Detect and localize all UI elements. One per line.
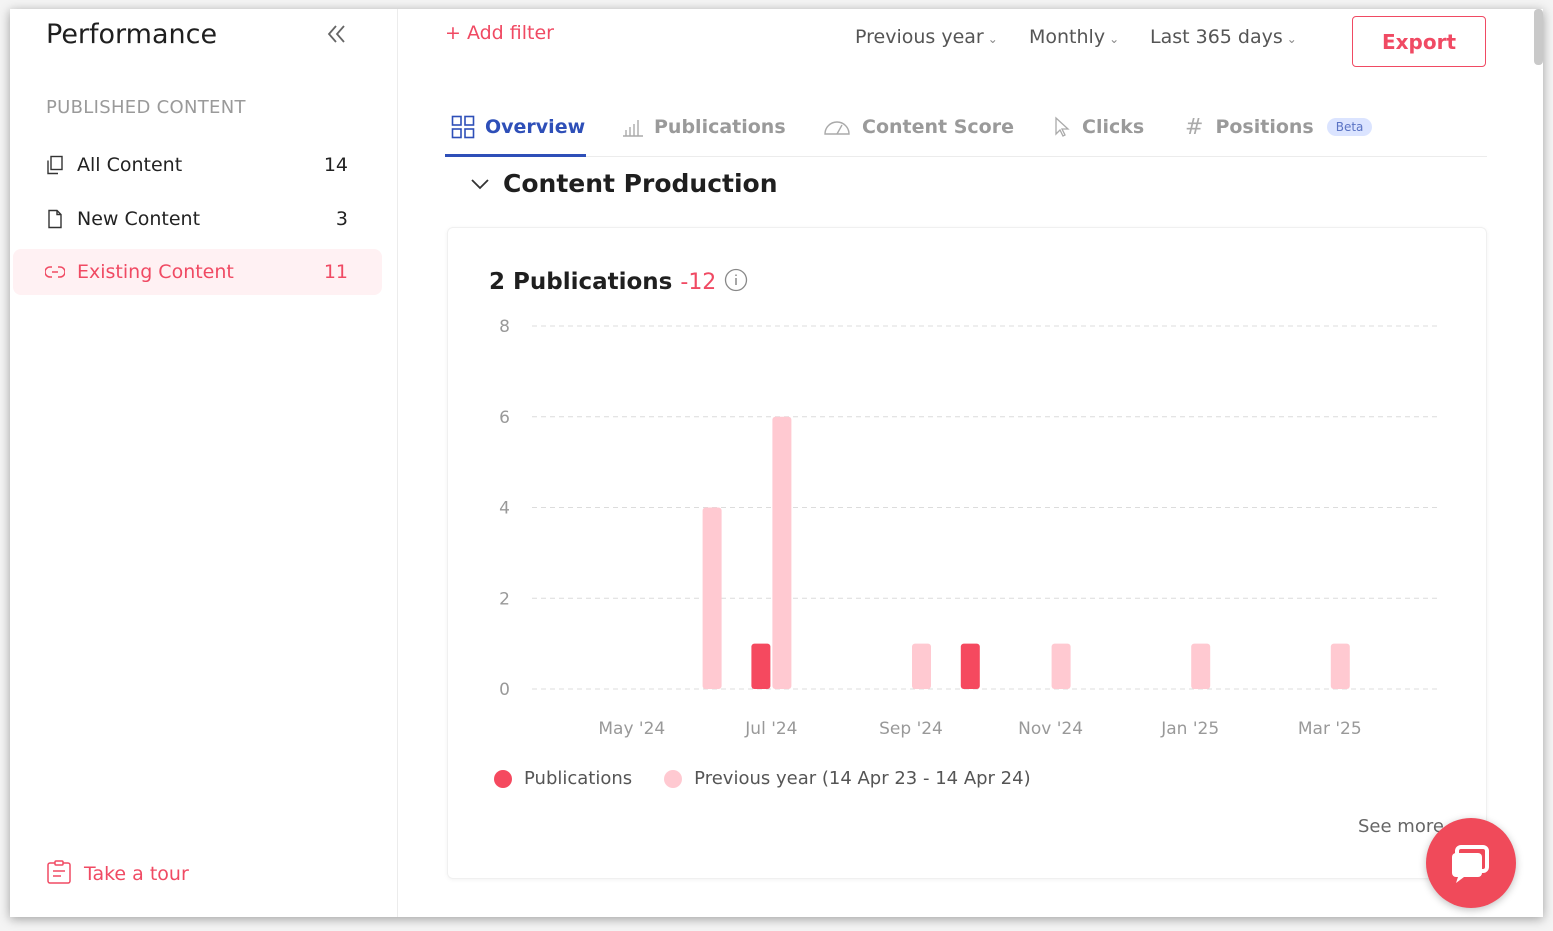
take-a-tour-label: Take a tour <box>84 863 189 885</box>
comparison-dropdown[interactable]: Previous year ⌄ <box>855 26 998 48</box>
tab-publications[interactable]: Publications <box>622 97 786 157</box>
tab-bar: Overview Publications Content Score Clic… <box>445 97 1487 157</box>
metric-summary: 2 Publications -12 <box>489 268 748 296</box>
legend-label: Previous year (14 Apr 23 - 14 Apr 24) <box>694 768 1031 789</box>
app-window: Performance PUBLISHED CONTENT All Conten… <box>10 9 1543 917</box>
tab-positions[interactable]: # Positions Beta <box>1185 97 1373 157</box>
sidebar-item-all-content[interactable]: All Content 14 <box>13 142 382 188</box>
tab-label: Publications <box>654 116 786 138</box>
sidebar-item-label: Existing Content <box>77 261 234 283</box>
chat-button[interactable] <box>1426 818 1516 908</box>
date-range-dropdown[interactable]: Last 365 days ⌄ <box>1150 26 1297 48</box>
beta-badge: Beta <box>1326 118 1373 136</box>
x-tick-label: Sep '24 <box>879 719 943 739</box>
chevron-down-icon <box>471 178 489 189</box>
x-tick-label: Jan '25 <box>1160 719 1219 739</box>
chevron-down-icon: ⌄ <box>987 32 998 46</box>
legend-item-publications[interactable]: Publications <box>494 768 632 789</box>
sidebar-item-existing-content[interactable]: Existing Content 11 <box>13 249 382 295</box>
export-button[interactable]: Export <box>1352 16 1486 67</box>
sidebar: Performance PUBLISHED CONTENT All Conten… <box>10 9 398 917</box>
tab-label: Clicks <box>1082 116 1145 138</box>
tab-content-score[interactable]: Content Score <box>822 97 1014 157</box>
x-tick-label: Jul '24 <box>744 719 797 739</box>
gauge-icon <box>824 121 850 135</box>
y-tick-label: 6 <box>499 408 510 428</box>
chat-icon <box>1452 845 1489 883</box>
interval-dropdown-value: Monthly <box>1029 26 1106 48</box>
refresh-link-icon <box>44 262 66 282</box>
sidebar-item-label: New Content <box>77 208 201 230</box>
bar-publications <box>751 643 771 689</box>
metric-delta: -12 <box>680 269 717 295</box>
grid-icon <box>451 115 475 139</box>
x-tick-label: Mar '25 <box>1298 719 1362 739</box>
section-title: Content Production <box>503 169 778 198</box>
collapse-sidebar-icon[interactable] <box>324 21 350 47</box>
sidebar-title: Performance <box>46 19 218 50</box>
bar-previous-year <box>702 507 722 689</box>
sidebar-item-new-content[interactable]: New Content 3 <box>13 196 382 242</box>
y-tick-label: 4 <box>499 499 510 519</box>
chevron-down-icon: ⌄ <box>1286 32 1297 46</box>
sidebar-item-count: 11 <box>323 261 348 283</box>
add-filter-button[interactable]: + Add filter <box>445 22 554 44</box>
bar-chart-icon <box>623 120 643 137</box>
x-tick-label: May '24 <box>598 719 665 739</box>
interval-dropdown[interactable]: Monthly ⌄ <box>1029 26 1119 48</box>
publications-chart: 0 2 4 6 8 May '24 Jul '24 Sep '24 Nov '24 Jan '25… <box>499 317 1438 739</box>
bar-previous-year <box>1191 643 1211 689</box>
scrollbar-thumb[interactable] <box>1534 9 1543 65</box>
x-tick-label: Nov '24 <box>1018 719 1083 739</box>
sidebar-item-count: 14 <box>323 154 348 176</box>
y-tick-label: 2 <box>499 589 510 609</box>
copy-document-icon <box>45 155 65 175</box>
see-more-link[interactable]: See more <box>1358 816 1444 837</box>
tab-overview[interactable]: Overview <box>451 97 585 157</box>
legend-label: Publications <box>524 768 633 789</box>
take-a-tour-link[interactable]: Take a tour <box>46 859 189 889</box>
legend-dot <box>494 769 512 788</box>
bar-publications <box>960 643 980 689</box>
document-icon <box>45 209 65 229</box>
tab-label: Overview <box>485 116 586 138</box>
chart-card: 2 Publications -12 0 2 4 6 8 May '24 Jul '24 Se… <box>447 227 1487 879</box>
bar-previous-year <box>1051 643 1071 689</box>
date-range-dropdown-value: Last 365 days <box>1150 26 1283 48</box>
comparison-dropdown-value: Previous year <box>855 26 984 48</box>
legend-item-previous-year[interactable]: Previous year (14 Apr 23 - 14 Apr 24) <box>664 768 1031 789</box>
section-label: PUBLISHED CONTENT <box>46 97 246 118</box>
bar-previous-year <box>912 643 931 689</box>
active-tab-indicator <box>445 154 586 157</box>
clipboard-icon <box>46 859 72 889</box>
bar-previous-year <box>772 416 792 689</box>
y-tick-label: 8 <box>499 317 510 337</box>
sidebar-item-label: All Content <box>77 154 183 176</box>
legend-dot <box>664 769 683 788</box>
chart-legend: Publications Previous year (14 Apr 23 - … <box>494 768 1063 789</box>
tab-label: Content Score <box>862 116 1014 138</box>
tab-clicks[interactable]: Clicks <box>1052 97 1144 157</box>
content-production-toggle[interactable]: Content Production <box>469 169 778 198</box>
cursor-icon <box>1055 116 1070 137</box>
chevron-down-icon: ⌄ <box>1109 32 1120 46</box>
info-icon[interactable] <box>724 268 748 296</box>
main-panel: + Add filter Previous year ⌄ Monthly ⌄ Las… <box>399 9 1543 917</box>
tab-label: Positions <box>1215 116 1314 138</box>
hash-icon: # <box>1185 114 1204 140</box>
y-tick-label: 0 <box>499 680 510 700</box>
metric-value: 2 Publications <box>489 269 673 295</box>
sidebar-item-count: 3 <box>335 208 348 230</box>
bar-previous-year <box>1330 643 1350 689</box>
